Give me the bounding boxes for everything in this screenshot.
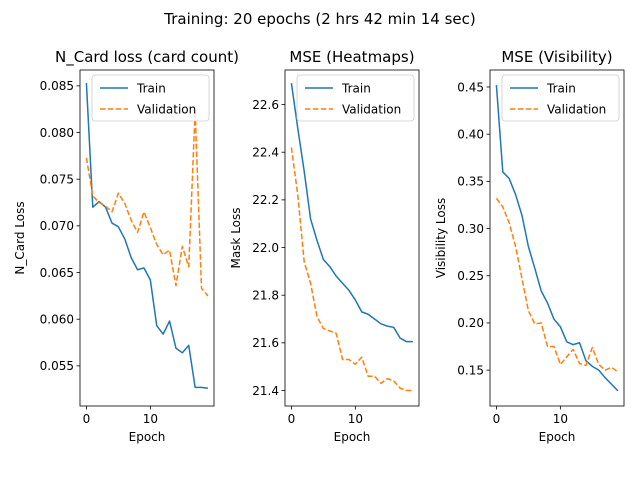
legend-label-validation: Validation xyxy=(137,102,196,116)
subplot-1: N_Card loss (card count) 0 10 0.055 0.060 0.0… xyxy=(13,48,239,444)
series-line-validation xyxy=(85,110,209,297)
legend: Train Validation xyxy=(501,74,620,122)
x-tick-label: 10 xyxy=(553,412,568,426)
legend-label-validation: Validation xyxy=(547,102,606,116)
y-axis-label: Mask Loss xyxy=(229,207,243,268)
y-tick-label: 0.40 xyxy=(457,127,484,141)
y-tick-label: 22.6 xyxy=(252,98,279,112)
y-tick-label: 22.2 xyxy=(252,193,279,207)
y-tick-label: 0.065 xyxy=(40,266,74,280)
plot-area xyxy=(495,85,619,392)
y-tick-label: 22.4 xyxy=(252,146,279,160)
axes-frame xyxy=(284,69,420,407)
legend: Train Validation xyxy=(91,74,210,122)
plot-area xyxy=(85,83,209,390)
axes-frame xyxy=(489,69,625,407)
y-tick-label: 0.085 xyxy=(40,79,74,93)
series-line-validation xyxy=(290,147,413,392)
y-tick-label: 0.35 xyxy=(457,175,484,189)
y-tick-label: 0.080 xyxy=(40,126,74,140)
legend: Train Validation xyxy=(296,74,415,122)
y-tick-label: 0.45 xyxy=(457,80,484,94)
x-axis-label: Epoch xyxy=(334,430,371,444)
figure-suptitle: Training: 20 epochs (2 hrs 42 min 14 sec… xyxy=(163,10,475,28)
series-line-train xyxy=(85,83,209,390)
series-line-validation xyxy=(495,197,619,373)
x-tick-label: 0 xyxy=(493,412,501,426)
x-tick-label: 0 xyxy=(288,412,296,426)
x-tick-label: 10 xyxy=(143,412,158,426)
legend-label-train: Train xyxy=(136,81,166,95)
x-axis-label: Epoch xyxy=(129,430,166,444)
y-tick-label: 0.055 xyxy=(40,359,74,373)
y-tick-label: 0.15 xyxy=(457,363,484,377)
y-axis-label: Visibility Loss xyxy=(434,198,448,278)
y-tick-label: 21.6 xyxy=(252,336,279,350)
subplot-title: MSE (Visibility) xyxy=(501,48,612,66)
x-tick-label: 10 xyxy=(348,412,363,426)
y-tick-label: 0.25 xyxy=(457,269,484,283)
y-axis-label: N_Card Loss xyxy=(13,201,27,274)
subplot-panels: N_Card loss (card count) 0 10 0.055 0.060 0.0… xyxy=(13,48,625,444)
y-tick-label: 22.0 xyxy=(252,241,279,255)
x-axis-label: Epoch xyxy=(539,430,576,444)
y-tick-label: 0.060 xyxy=(40,313,74,327)
series-line-train xyxy=(290,83,413,343)
y-tick-label: 0.070 xyxy=(40,219,74,233)
axes-frame xyxy=(79,69,215,407)
legend-label-train: Train xyxy=(546,81,576,95)
y-tick-label: 0.075 xyxy=(40,173,74,187)
subplot-title: N_Card loss (card count) xyxy=(55,48,239,67)
subplot-title: MSE (Heatmaps) xyxy=(289,48,414,66)
subplot-2: MSE (Heatmaps) 0 10 21.4 21.6 21.8 22.0 22.2 22.… xyxy=(229,48,420,444)
y-tick-label: 0.20 xyxy=(457,316,484,330)
series-line-train xyxy=(495,85,619,392)
subplot-3: MSE (Visibility) 0 10 0.15 0.20 0.25 0.30 0.35 0… xyxy=(434,48,625,444)
y-tick-label: 0.30 xyxy=(457,222,484,236)
y-tick-label: 21.4 xyxy=(252,384,279,398)
plot-area xyxy=(290,83,413,392)
y-tick-label: 21.8 xyxy=(252,288,279,302)
x-tick-label: 0 xyxy=(83,412,91,426)
legend-label-validation: Validation xyxy=(342,102,401,116)
legend-label-train: Train xyxy=(341,81,371,95)
